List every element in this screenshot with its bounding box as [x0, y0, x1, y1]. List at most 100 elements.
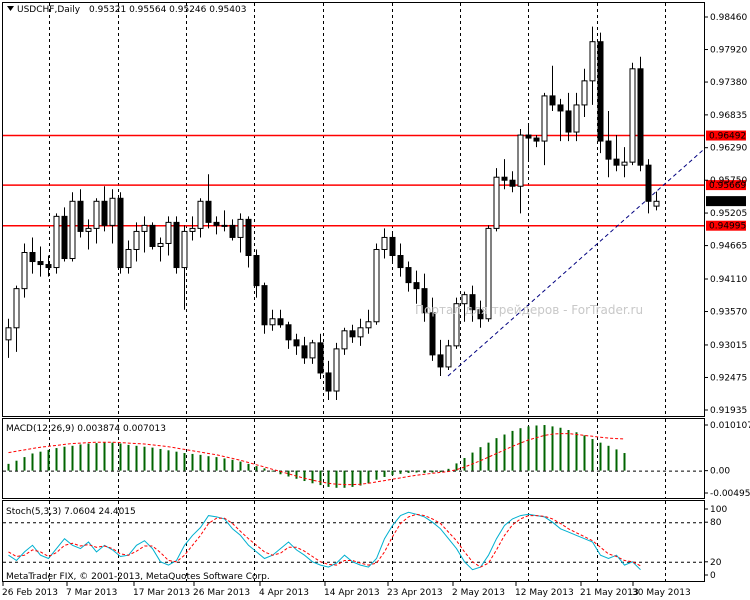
candle-bull — [493, 176, 500, 229]
candle-bear — [605, 140, 612, 160]
candle-bear — [77, 200, 84, 232]
candle-bear — [61, 215, 68, 260]
candle-bear — [149, 224, 156, 247]
candle-bull — [157, 242, 164, 247]
candle-bull — [85, 227, 92, 232]
macd-tick-label: 0.010107 — [710, 421, 750, 431]
candle-bear — [229, 224, 236, 238]
price-tick-label: 0.96835 — [710, 111, 747, 121]
time-tick-label: 30 May 2013 — [632, 588, 691, 598]
copyright-text: MetaTrader FIX, © 2001-2013, MetaQuotes … — [6, 572, 270, 582]
candle-bear — [597, 41, 604, 142]
stoch-tick-label: 0 — [710, 571, 716, 581]
price-tick-label: 0.93570 — [710, 308, 747, 318]
candle-bull — [5, 327, 12, 341]
candle-bear — [533, 137, 540, 142]
candle-bear — [173, 221, 180, 269]
current-price-label: 0.95403 — [709, 197, 746, 207]
candle-bear — [261, 285, 268, 326]
stoch-tick-label: 100 — [710, 505, 727, 515]
candle-bull — [13, 288, 20, 329]
time-tick-label: 14 Apr 2013 — [324, 588, 380, 598]
candle-bear — [613, 158, 620, 166]
level-price-label: 0.94995 — [709, 222, 746, 232]
current-price-tag — [706, 196, 746, 207]
chart-ohlc: 0.95321 0.95564 0.95246 0.95403 — [89, 5, 246, 15]
candle-bear — [245, 218, 252, 257]
price-tick-label: 0.92475 — [710, 373, 747, 383]
candle-bear — [405, 267, 412, 284]
candle-bear — [117, 197, 124, 269]
macd-tick-label: 0.00 — [710, 467, 730, 477]
price-tick-label: 0.94665 — [710, 242, 747, 252]
candle-bull — [125, 248, 132, 269]
macd-title: MACD(12,26,9) 0.003874 0.007013 — [6, 424, 166, 434]
level-price-tag — [706, 130, 746, 141]
candle-bull — [373, 248, 380, 323]
price-panel[interactable] — [2, 2, 705, 417]
candle-bull — [365, 321, 372, 329]
candle-bear — [429, 312, 436, 356]
time-axis: 26 Feb 2013 7 Mar 2013 17 Mar 2013 26 Mar 2… — [2, 582, 691, 598]
candle-bull — [237, 218, 244, 238]
candle-bull — [221, 224, 228, 227]
candle-bear — [557, 104, 564, 112]
candle-bear — [285, 324, 292, 341]
price-tick-label: 0.91935 — [710, 406, 747, 416]
symbol-dropdown-icon[interactable] — [7, 6, 14, 11]
time-tick-label: 4 Apr 2013 — [259, 588, 309, 598]
price-axis: 0.98460 0.97920 0.97380 0.96835 0.96290 0.957… — [704, 13, 750, 581]
candle-bull — [541, 95, 548, 142]
candle-bear — [45, 264, 52, 269]
time-tick-label: 17 Mar 2013 — [133, 588, 190, 598]
candle-bear — [317, 342, 324, 374]
trend-line-segment[interactable] — [447, 149, 704, 377]
price-tick-label: 0.96290 — [710, 144, 747, 154]
candle-bear — [565, 110, 572, 133]
trend-line[interactable] — [447, 149, 704, 377]
candle-bull — [69, 200, 76, 260]
time-tick-label: 21 May 2013 — [580, 588, 639, 598]
candle-bear — [29, 251, 36, 263]
stoch-main-line — [8, 511, 641, 571]
candle-bear — [477, 309, 484, 320]
time-tick-label: 23 Apr 2013 — [387, 588, 443, 598]
stoch-panel[interactable] — [2, 500, 705, 582]
time-tick-label: 12 May 2013 — [515, 588, 574, 598]
price-tick-label: 0.94110 — [710, 275, 747, 285]
candle-bear — [277, 318, 284, 326]
candle-bear — [213, 221, 220, 226]
candle-bull — [21, 251, 28, 290]
macd-panel[interactable] — [2, 418, 705, 499]
time-tick-label: 26 Mar 2013 — [193, 588, 250, 598]
candle-bull — [93, 200, 100, 229]
candle-bull — [269, 318, 276, 326]
chart-symbol-title: USDCHF,Daily — [17, 5, 81, 15]
stoch-title: Stoch(5,3,3) 7.0604 24.4015 — [6, 507, 136, 517]
candle-bull — [333, 348, 340, 392]
level-price-tag — [706, 220, 746, 231]
candle-bear — [205, 200, 212, 223]
time-tick-label: 2 May 2013 — [452, 588, 505, 598]
candle-bull — [109, 197, 116, 226]
level-price-label: 0.95669 — [709, 181, 746, 191]
candle-bull — [181, 230, 188, 269]
candle-bear — [645, 164, 652, 202]
candle-bear — [325, 372, 332, 392]
candle-bear — [637, 68, 644, 166]
candle-bull — [581, 80, 588, 106]
level-price-label: 0.96492 — [709, 132, 746, 142]
candle-bear — [469, 294, 476, 311]
candle-bear — [253, 255, 260, 287]
candle-bull — [381, 236, 388, 250]
candle-bull — [357, 327, 364, 338]
candle-bull — [309, 342, 316, 359]
price-tick-label: 0.95750 — [710, 176, 747, 186]
candle-bull — [653, 200, 660, 207]
candle-bear — [37, 261, 44, 266]
time-tick-label: 7 Mar 2013 — [66, 588, 117, 598]
candle-bear — [501, 176, 508, 181]
candle-bull — [165, 221, 172, 244]
